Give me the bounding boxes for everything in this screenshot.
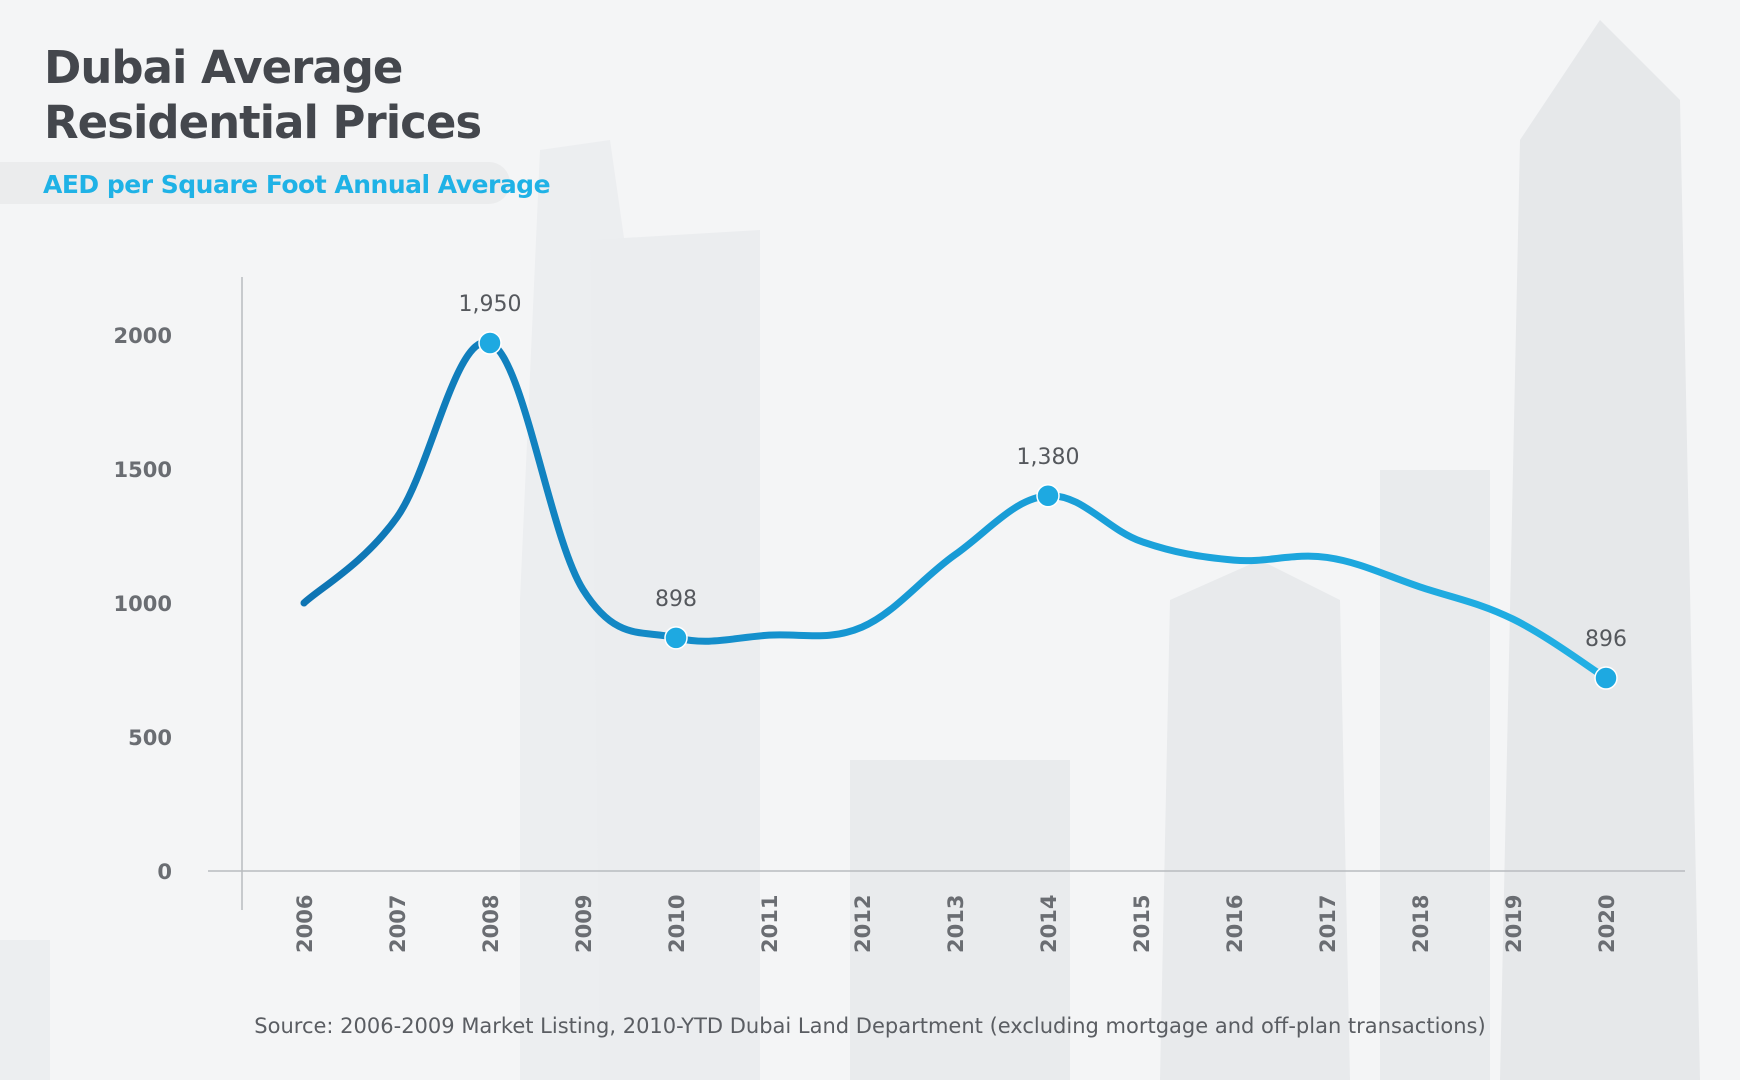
y-tick-label: 1500 <box>114 458 172 482</box>
x-tick-label: 2011 <box>758 895 782 953</box>
x-tick-label: 2008 <box>479 895 503 953</box>
data-label: 896 <box>1585 627 1627 652</box>
x-tick-label: 2016 <box>1223 895 1247 953</box>
data-label: 1,950 <box>459 292 522 317</box>
y-tick-label: 1000 <box>114 592 172 616</box>
subtitle-pill <box>0 162 510 204</box>
series-line <box>300 338 1610 682</box>
x-tick-label: 2017 <box>1316 895 1340 953</box>
x-tick-label: 2015 <box>1130 895 1154 953</box>
x-tick-label: 2014 <box>1037 895 1061 953</box>
y-tick-label: 2000 <box>114 324 172 348</box>
x-tick-label: 2010 <box>665 895 689 953</box>
y-tick-label: 500 <box>128 726 172 750</box>
title-line-1: Dubai Average <box>44 41 403 94</box>
chart-title: Dubai Average Residential Prices <box>44 40 482 150</box>
x-tick-label: 2019 <box>1502 895 1526 953</box>
source-note: Source: 2006-2009 Market Listing, 2010-Y… <box>254 1014 1486 1038</box>
x-tick-label: 2012 <box>851 895 875 953</box>
data-label: 898 <box>655 587 697 612</box>
x-tick-label: 2018 <box>1409 895 1433 953</box>
data-label: 1,380 <box>1017 445 1080 470</box>
x-tick-label: 2020 <box>1595 895 1619 953</box>
data-point-marker <box>1594 666 1618 690</box>
x-tick-label: 2007 <box>386 895 410 953</box>
data-point-marker <box>664 626 688 650</box>
data-point-marker <box>1036 484 1060 508</box>
y-tick-label: 0 <box>157 860 172 884</box>
title-line-2: Residential Prices <box>44 96 482 149</box>
chart-subtitle: AED per Square Foot Annual Average <box>43 170 551 199</box>
x-tick-label: 2013 <box>944 895 968 953</box>
x-tick-label: 2009 <box>572 895 596 953</box>
x-tick-label: 2006 <box>293 895 317 953</box>
data-point-marker <box>478 331 502 355</box>
